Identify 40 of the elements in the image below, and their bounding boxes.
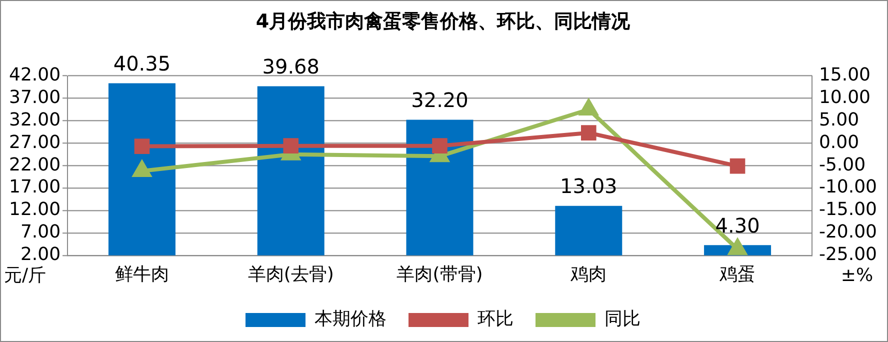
y2-tick-label: 10.00 — [818, 86, 871, 108]
data-label: 39.68 — [262, 54, 320, 78]
y2-tick-label: 0.00 — [818, 132, 860, 153]
point — [134, 138, 150, 154]
legend-label: 同比 — [604, 308, 640, 330]
x-tick-label: 羊肉(带骨) — [396, 264, 483, 285]
y2-tick-label: 5.00 — [818, 109, 860, 130]
x-tick-label: 鲜牛肉 — [114, 264, 169, 285]
y-tick-label: 17.00 — [9, 176, 61, 198]
y-tick-label: 7.00 — [20, 222, 61, 243]
y2-tick-label: -25.00 — [818, 244, 878, 266]
legend-label: 环比 — [478, 308, 514, 330]
legend-label: 本期价格 — [314, 308, 386, 330]
x-tick-label: 鸡蛋 — [718, 264, 756, 285]
y2-tick-label: -20.00 — [818, 222, 878, 243]
y-tick-label: 27.00 — [9, 132, 61, 153]
y2-tick-label: -15.00 — [818, 199, 878, 220]
point — [730, 158, 746, 174]
y-tick-label: 12.00 — [9, 199, 61, 220]
data-label: 4.30 — [715, 213, 760, 238]
y2-tick-label: -5.00 — [818, 154, 866, 176]
point — [728, 239, 746, 256]
x-tick-label: 鸡肉 — [570, 264, 607, 285]
point — [580, 125, 596, 140]
y-axis-title: 元/斤 — [4, 265, 46, 286]
y-tick-label: 42.00 — [9, 64, 61, 86]
chart-title: 4月份我市肉禽蛋零售价格、环比、同比情况 — [256, 10, 632, 32]
data-label: 40.35 — [113, 51, 171, 76]
y-tick-label: 37.00 — [9, 86, 61, 108]
y-tick-label: 22.00 — [9, 154, 61, 176]
y2-tick-label: -10.00 — [818, 176, 878, 198]
y2-tick-label: 15.00 — [818, 64, 871, 86]
y2-axis-title: ±% — [840, 265, 874, 286]
y-tick-label: 32.00 — [9, 109, 61, 130]
x-tick-label: 羊肉(去骨) — [248, 264, 334, 285]
point — [432, 138, 448, 154]
point — [283, 138, 299, 154]
data-label: 32.20 — [411, 88, 468, 112]
y-tick-label: 2.00 — [20, 244, 61, 266]
data-label: 13.03 — [560, 174, 618, 198]
